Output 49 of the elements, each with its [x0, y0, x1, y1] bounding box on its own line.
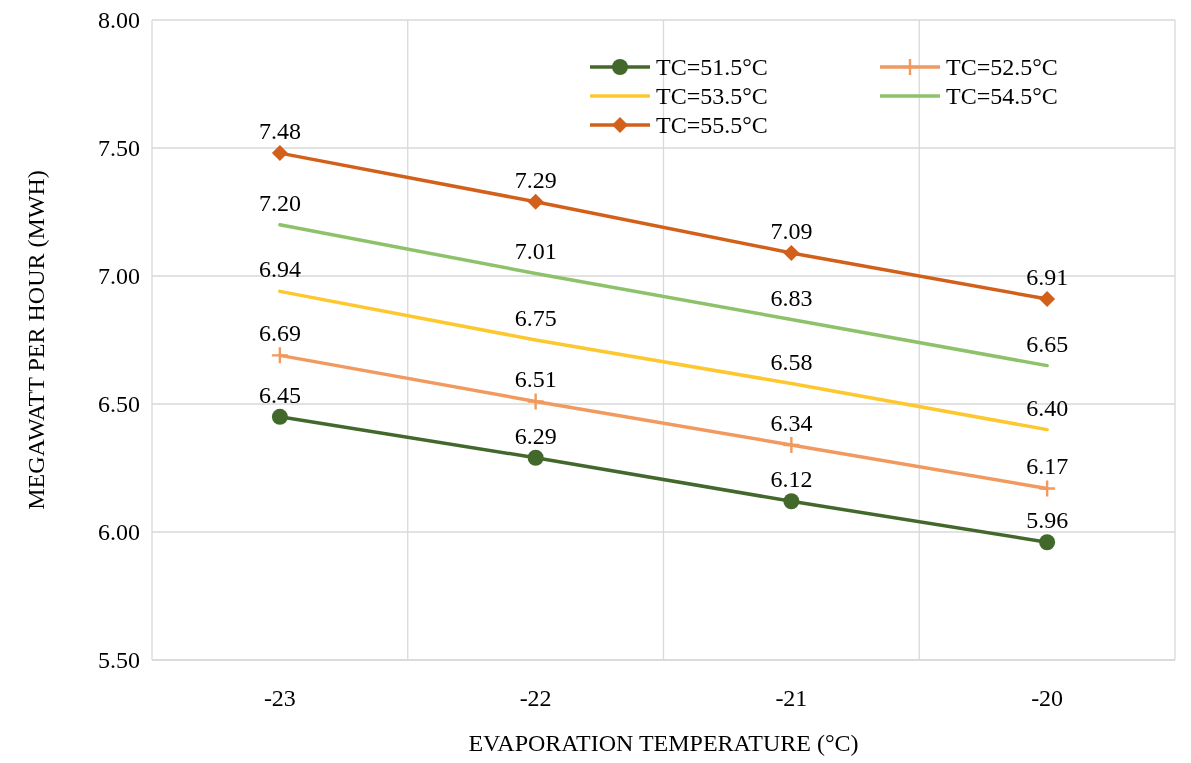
x-tick-label: -20 — [1031, 685, 1064, 711]
point — [783, 436, 800, 453]
data-label: 6.94 — [258, 256, 301, 283]
data-label: 6.17 — [1026, 453, 1069, 480]
data-label: 6.34 — [770, 409, 813, 436]
data-label: 7.29 — [514, 166, 557, 193]
y-axis-title: MEGAWATT PER HOUR (MWH) — [23, 170, 49, 510]
y-tick-label: 6.50 — [98, 391, 140, 418]
data-label: 6.45 — [258, 381, 301, 408]
data-label: 7.01 — [514, 238, 557, 265]
point — [783, 493, 800, 510]
data-label: 6.12 — [770, 466, 813, 493]
x-tick-label: -21 — [775, 685, 808, 711]
point — [271, 347, 288, 364]
y-tick-label: 7.50 — [98, 135, 140, 162]
point — [527, 393, 544, 410]
y-tick-label: 6.00 — [98, 519, 140, 546]
x-tick-label: -22 — [519, 685, 552, 711]
data-label: 6.29 — [514, 422, 557, 449]
data-label: 6.91 — [1026, 264, 1069, 291]
x-axis-title: EVAPORATION TEMPERATURE (°C) — [468, 730, 859, 756]
x-tick-label: -23 — [263, 685, 296, 711]
point — [783, 244, 800, 261]
y-tick-label: 5.50 — [98, 647, 140, 674]
legend-label: TC=55.5°C — [656, 112, 768, 139]
data-label: 7.48 — [258, 118, 301, 145]
point — [1039, 480, 1056, 497]
point — [271, 145, 288, 162]
legend-label: TC=51.5°C — [656, 54, 768, 81]
data-label: 7.20 — [258, 189, 301, 216]
data-label: 6.58 — [770, 348, 813, 375]
point — [271, 408, 288, 425]
data-label: 5.96 — [1026, 507, 1069, 534]
legend-label: TC=54.5°C — [946, 83, 1058, 110]
point — [1039, 291, 1056, 308]
data-label: 6.83 — [770, 284, 813, 311]
legend-label: TC=53.5°C — [656, 83, 768, 110]
data-label: 7.09 — [770, 217, 813, 244]
data-label: 6.51 — [514, 366, 557, 393]
point — [1039, 534, 1056, 551]
point — [527, 449, 544, 466]
data-label: 6.69 — [258, 320, 301, 347]
data-label: 6.65 — [1026, 330, 1069, 357]
data-label: 6.40 — [1026, 394, 1069, 421]
point — [527, 193, 544, 210]
data-label: 6.75 — [514, 305, 557, 331]
legend-label: TC=52.5°C — [946, 54, 1058, 81]
y-tick-label: 8.00 — [98, 7, 140, 34]
y-tick-label: 7.00 — [98, 263, 140, 290]
